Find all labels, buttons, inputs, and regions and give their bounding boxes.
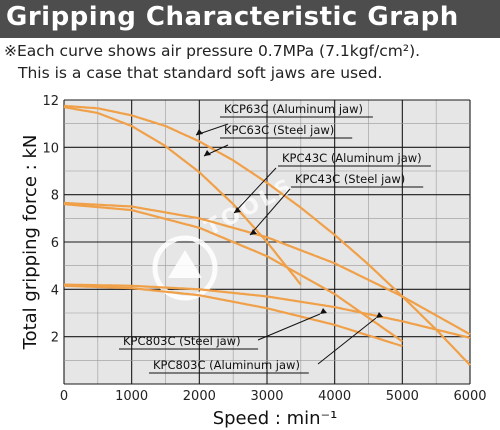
annotation-arrow-icon bbox=[250, 229, 257, 235]
x-tick-label: 5000 bbox=[386, 389, 419, 404]
annotation-1: KPC63C (Steel jaw) bbox=[203, 123, 353, 157]
annotation-label: KPC803C (Aluminum jaw) bbox=[153, 358, 300, 372]
x-tick-label: 3000 bbox=[250, 389, 283, 404]
annotation-0: KCP63C (Aluminum jaw) bbox=[195, 102, 373, 136]
x-tick-label: 2000 bbox=[183, 389, 216, 404]
annotation-label: KCP63C (Aluminum jaw) bbox=[224, 102, 363, 116]
y-tick-label: 8 bbox=[51, 189, 59, 204]
annotations: KCP63C (Aluminum jaw) KPC63C (Steel jaw) K… bbox=[119, 102, 431, 374]
annotation-arrow-icon bbox=[234, 207, 241, 213]
watermark-ring bbox=[152, 235, 218, 301]
annotation-label: KPC43C (Steel jaw) bbox=[295, 172, 405, 186]
annotation-arrow-icon bbox=[320, 308, 327, 314]
y-tick-label: 6 bbox=[51, 236, 59, 251]
y-axis-label: Total gripping force : kN bbox=[20, 135, 41, 351]
annotation-label: KPC63C (Steel jaw) bbox=[224, 123, 334, 137]
annotation-5: KPC803C (Aluminum jaw) bbox=[149, 312, 383, 374]
curve-kpc803c-aluminum-jaw bbox=[64, 283, 471, 339]
y-tick-label: 2 bbox=[51, 331, 59, 346]
page-title: Gripping Characteristic Graph bbox=[6, 2, 459, 32]
annotation-label: KPC803C (Steel jaw) bbox=[123, 334, 241, 348]
annotation-leader bbox=[249, 188, 291, 236]
annotation-arrow-icon bbox=[196, 129, 203, 135]
annotation-label: KPC43C (Aluminum jaw) bbox=[282, 151, 422, 165]
y-tick-label: 4 bbox=[51, 283, 59, 298]
x-tick-label: 1000 bbox=[115, 389, 148, 404]
curve-kpc43c-aluminum-jaw bbox=[63, 201, 471, 336]
watermark-logo-icon bbox=[152, 235, 218, 301]
annotation-leader bbox=[233, 167, 277, 214]
curve-kpc803c-steel-jaw bbox=[64, 284, 403, 348]
annotation-leader bbox=[317, 317, 377, 365]
x-tick-label: 0 bbox=[60, 389, 68, 404]
y-tick-label: 10 bbox=[42, 141, 59, 156]
y-tick-label: 12 bbox=[42, 94, 59, 109]
curve-kpc43c-steel-jaw bbox=[63, 203, 403, 343]
x-tick-label: 4000 bbox=[318, 389, 351, 404]
annotation-leader bbox=[257, 313, 321, 341]
annotation-arrow-icon bbox=[376, 312, 383, 318]
watermark-mark bbox=[168, 250, 202, 278]
note-pressure: ※Each curve shows air pressure 0.7MPa (7… bbox=[4, 42, 421, 60]
x-tick-labels: 0 1000 2000 3000 4000 5000 6000 bbox=[60, 389, 487, 404]
x-tick-label: 6000 bbox=[453, 389, 486, 404]
title-bar: Gripping Characteristic Graph bbox=[0, 0, 500, 38]
annotation-4: KPC803C (Steel jaw) bbox=[119, 308, 327, 350]
grid bbox=[63, 99, 471, 385]
y-tick-labels: 2 4 6 8 10 12 bbox=[42, 94, 59, 346]
annotation-arrow-icon bbox=[204, 150, 211, 156]
annotation-3: KPC43C (Steel jaw) bbox=[249, 172, 424, 236]
annotation-2: KPC43C (Aluminum jaw) bbox=[233, 151, 431, 214]
note-soft-jaws: This is a case that standard soft jaws a… bbox=[18, 64, 383, 82]
curves bbox=[63, 104, 471, 366]
x-axis-label: Speed : min⁻¹ bbox=[213, 408, 338, 429]
